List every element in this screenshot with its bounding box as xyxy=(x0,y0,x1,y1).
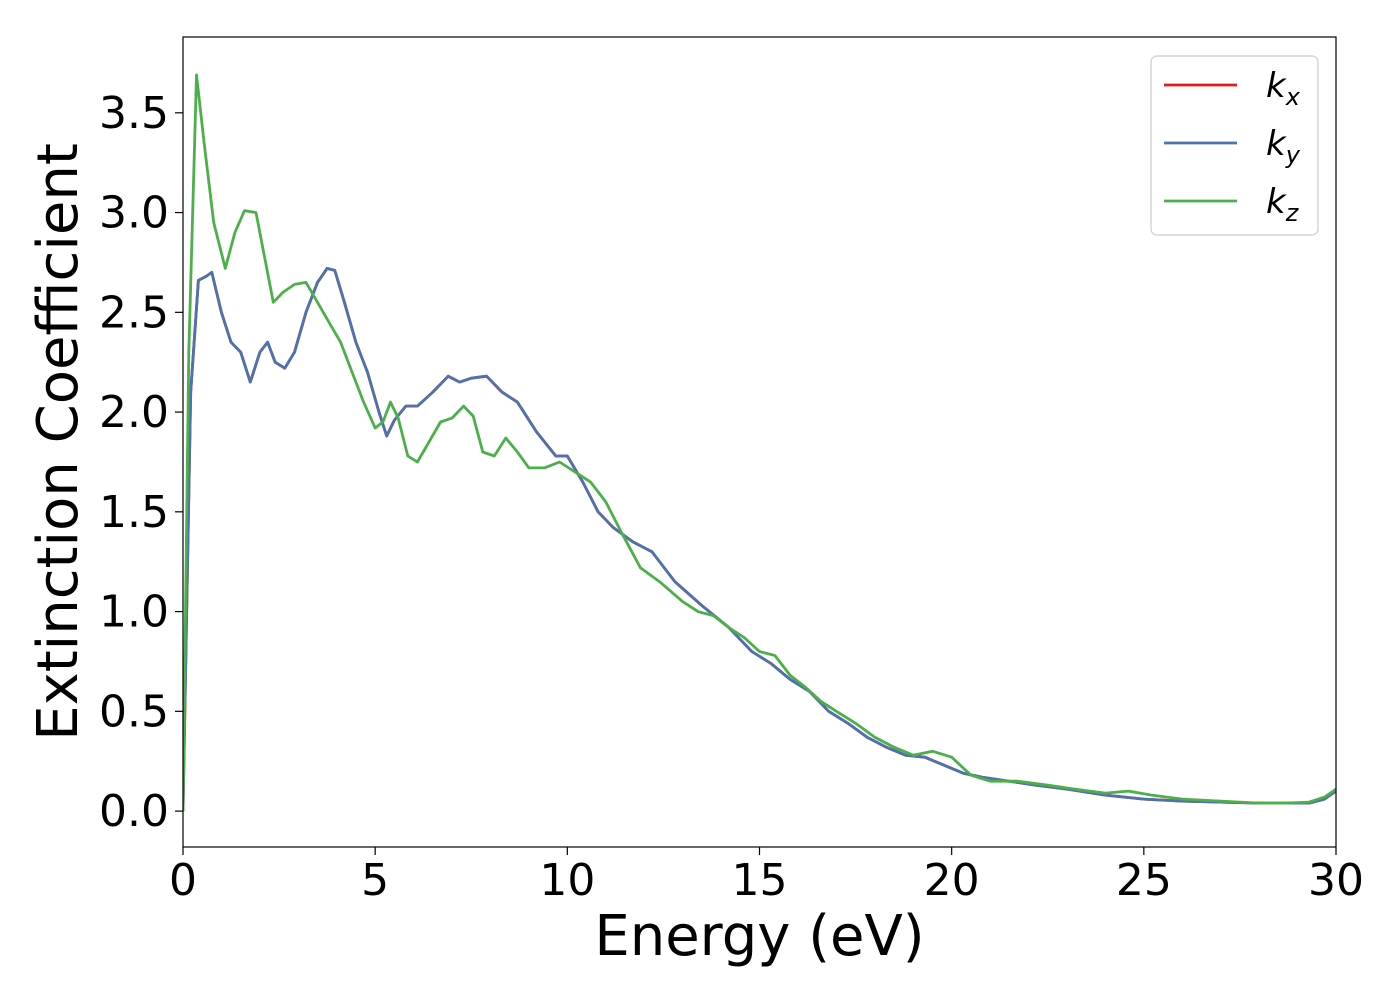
x-tick-label: 30 xyxy=(1308,855,1364,906)
y-tick-label: 0.0 xyxy=(99,786,169,837)
series-line-kz xyxy=(183,73,1336,812)
legend-label-kx: kx xyxy=(1266,66,1301,111)
legend-label-main: k xyxy=(1266,182,1287,222)
y-tick-label: 1.0 xyxy=(99,587,169,638)
x-axis-ticks: 0 5 10 15 20 25 30 xyxy=(169,847,1364,906)
x-tick-label: 0 xyxy=(169,855,197,906)
x-tick-label: 25 xyxy=(1116,855,1172,906)
legend-label-ky: ky xyxy=(1266,124,1301,169)
y-tick-label: 2.5 xyxy=(99,287,169,338)
x-axis-title: Energy (eV) xyxy=(594,904,924,969)
legend-label-main: k xyxy=(1266,124,1287,164)
legend-label-main: k xyxy=(1266,66,1287,106)
y-tick-label: 3.5 xyxy=(99,88,169,139)
legend-label-subscript: z xyxy=(1285,199,1300,227)
x-tick-label: 10 xyxy=(539,855,595,906)
x-tick-label: 15 xyxy=(732,855,788,906)
y-tick-label: 2.0 xyxy=(99,387,169,438)
y-tick-label: 3.0 xyxy=(99,188,169,239)
x-tick-label: 5 xyxy=(361,855,389,906)
x-tick-label: 20 xyxy=(924,855,980,906)
legend-label-kz: kz xyxy=(1266,182,1300,227)
y-axis-title: Extinction Coefficient xyxy=(26,143,91,741)
legend-label-subscript: x xyxy=(1285,83,1301,111)
series-layer xyxy=(183,73,1336,812)
y-tick-label: 0.5 xyxy=(99,686,169,737)
y-axis-ticks: 0.0 0.5 1.0 1.5 2.0 2.5 3.0 3.5 xyxy=(99,88,183,837)
legend-box xyxy=(1150,55,1319,236)
y-tick-label: 1.5 xyxy=(99,487,169,538)
legend-label-subscript: y xyxy=(1285,141,1301,169)
